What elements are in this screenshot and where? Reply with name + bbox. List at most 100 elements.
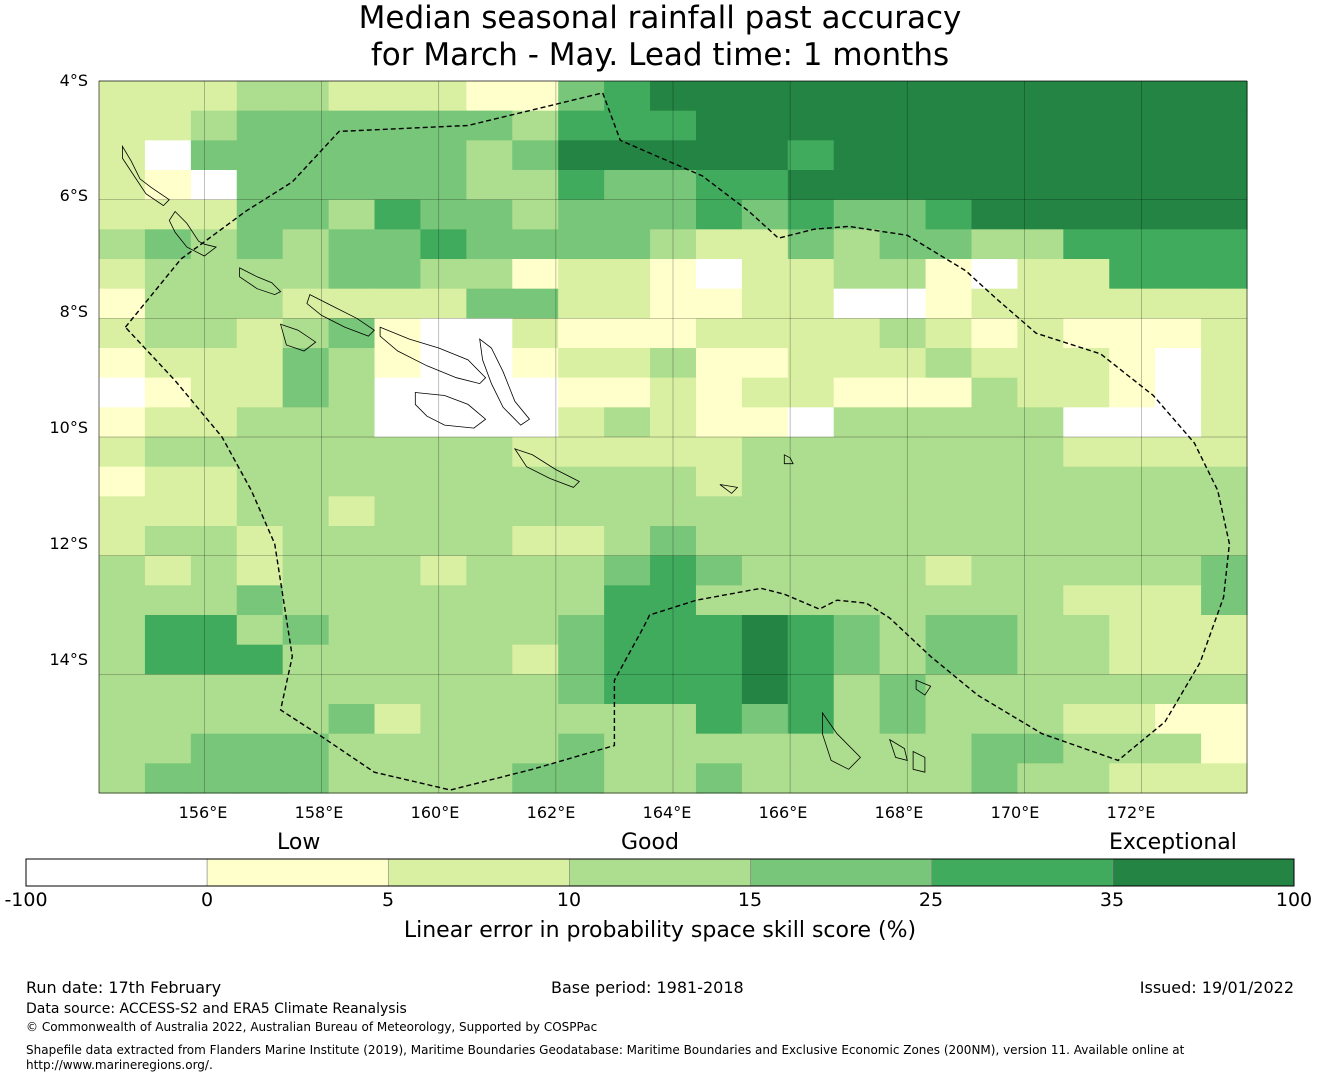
- grid-cell: [466, 526, 513, 557]
- grid-cell: [695, 199, 743, 230]
- grid-cell: [328, 140, 376, 171]
- grid-cell: [282, 526, 330, 557]
- grid-cell: [833, 318, 881, 349]
- grid-cell: [787, 466, 835, 497]
- grid-cell: [374, 466, 422, 497]
- grid-cell: [512, 496, 559, 527]
- grid-cell: [787, 259, 835, 290]
- grid-cell: [328, 199, 376, 230]
- grid-cell: [236, 733, 284, 764]
- grid-cell: [558, 466, 605, 497]
- grid-cell: [144, 437, 192, 468]
- grid-cell: [741, 140, 789, 171]
- lon-label-172e: 172°E: [1106, 803, 1156, 822]
- grid-cell: [1109, 140, 1156, 171]
- lon-label-160e: 160°E: [410, 803, 460, 822]
- cbar-tick: 10: [556, 889, 582, 911]
- grid-cell: [650, 259, 697, 290]
- grid-cell: [787, 615, 835, 646]
- grid-cell: [695, 259, 743, 290]
- grid-cell: [466, 585, 513, 616]
- cbar-tick: 35: [1099, 889, 1125, 911]
- grid-cell: [741, 615, 789, 646]
- grid-cell: [971, 318, 1018, 349]
- grid-cell: [144, 199, 192, 230]
- grid-cell: [282, 733, 330, 764]
- grid-cell: [1201, 496, 1248, 527]
- grid-cell: [328, 407, 376, 438]
- grid-cell: [1017, 377, 1064, 408]
- colorbar-segment: [569, 858, 751, 887]
- grid-cell: [374, 348, 422, 379]
- grid-cell: [650, 407, 697, 438]
- grid-cell: [466, 348, 513, 379]
- grid-cell: [1155, 140, 1202, 171]
- grid-cell: [787, 644, 835, 675]
- skill-grid: [99, 81, 1248, 794]
- grid-cell: [1017, 110, 1064, 141]
- grid-cell: [695, 377, 743, 408]
- grid-cell: [512, 81, 559, 112]
- grid-cell: [833, 704, 881, 735]
- island-outline: [239, 267, 282, 296]
- grid-cell: [1201, 170, 1248, 201]
- grid-cell: [282, 81, 330, 112]
- grid-cell: [650, 170, 697, 201]
- grid-cell: [604, 644, 651, 675]
- grid-cell: [558, 318, 605, 349]
- lat-label-4s: 4°S: [59, 71, 88, 90]
- grid-cell: [787, 377, 835, 408]
- grid-cell: [695, 585, 743, 616]
- grid-cell: [190, 674, 238, 705]
- chart-title: Median seasonal rainfall past accuracy f…: [160, 0, 1160, 74]
- grid-cell: [787, 555, 835, 586]
- grid-cell: [695, 229, 743, 260]
- grid-cell: [1201, 763, 1248, 794]
- grid-cell: [236, 170, 284, 201]
- grid-cell: [328, 229, 376, 260]
- grid-cell: [650, 763, 697, 794]
- grid-cell: [466, 615, 513, 646]
- grid-cell: [558, 437, 605, 468]
- grid-cell: [1109, 199, 1156, 230]
- grid-cell: [374, 318, 422, 349]
- grid-cell: [1155, 377, 1202, 408]
- grid-cell: [971, 466, 1018, 497]
- grid-cell: [1017, 704, 1064, 735]
- grid-cell: [282, 318, 330, 349]
- grid-cell: [833, 229, 881, 260]
- grid-cell: [879, 407, 927, 438]
- data-source: Data source: ACCESS-S2 and ERA5 Climate …: [26, 1001, 407, 1017]
- grid-cell: [650, 288, 697, 319]
- grid-cell: [695, 674, 743, 705]
- grid-cell: [374, 674, 422, 705]
- grid-cell: [695, 110, 743, 141]
- grid-cell: [1063, 377, 1110, 408]
- grid-cell: [236, 644, 284, 675]
- grid-cell: [971, 259, 1018, 290]
- grid-cell: [650, 110, 697, 141]
- grid-cell: [833, 674, 881, 705]
- grid-cell: [374, 170, 422, 201]
- copyright: © Commonwealth of Australia 2022, Austra…: [26, 1020, 598, 1034]
- grid-cell: [833, 140, 881, 171]
- grid-cell: [971, 170, 1018, 201]
- grid-cell: [1201, 615, 1248, 646]
- grid-cell: [695, 466, 743, 497]
- base-period: Base period: 1981-2018: [551, 978, 744, 997]
- grid-cell: [1109, 318, 1156, 349]
- grid-cell: [282, 170, 330, 201]
- grid-cell: [925, 644, 973, 675]
- grid-cell: [236, 199, 284, 230]
- grid-cell: [328, 318, 376, 349]
- title-line-1: Median seasonal rainfall past accuracy: [358, 0, 962, 36]
- grid-cell: [1017, 585, 1064, 616]
- grid-cell: [879, 259, 927, 290]
- grid-cell: [1109, 585, 1156, 616]
- grid-cell: [328, 526, 376, 557]
- grid-cell: [787, 81, 835, 112]
- grid-cell: [1109, 259, 1156, 290]
- grid-cell: [466, 81, 513, 112]
- grid-cell: [604, 199, 651, 230]
- grid-cell: [420, 615, 467, 646]
